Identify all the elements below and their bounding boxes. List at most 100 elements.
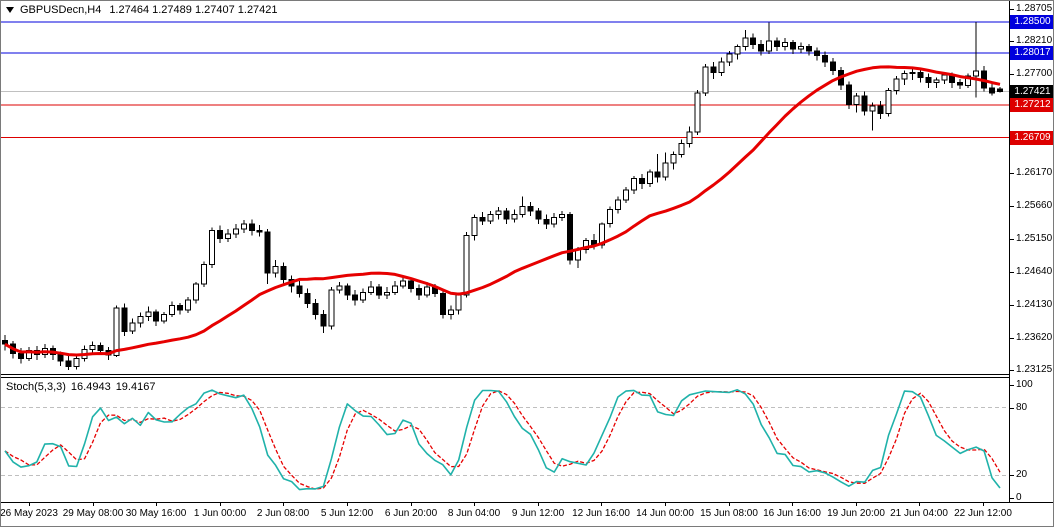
candle	[726, 50, 733, 66]
candle	[487, 210, 494, 224]
candle	[209, 227, 215, 268]
candle	[248, 219, 255, 236]
candle	[145, 306, 152, 321]
candle	[89, 341, 96, 354]
candle	[368, 280, 375, 295]
candle	[455, 292, 462, 315]
moving-average-line	[4, 65, 1001, 357]
candle	[877, 100, 884, 119]
candle	[240, 219, 247, 233]
time-tick-label: 19 Jun 20:00	[827, 508, 885, 519]
candle	[670, 151, 677, 170]
price-tick-mark	[1010, 239, 1014, 240]
price-tick-mark	[1010, 305, 1014, 306]
price-tick-mark	[1010, 173, 1014, 174]
candle	[193, 282, 199, 304]
level-price-badge: 1.26709	[1010, 131, 1053, 145]
candle	[567, 212, 574, 265]
candle	[630, 175, 637, 194]
price-tick-label: 1.25660	[1016, 200, 1053, 211]
price-chart-canvas[interactable]	[1, 3, 1009, 374]
candle	[734, 44, 741, 60]
candle	[463, 232, 470, 298]
candle	[925, 73, 932, 88]
candle	[25, 346, 32, 362]
stochastic-chart-canvas[interactable]	[1, 378, 1009, 501]
symbol-period-label: GBPUSDecn,H4	[20, 4, 102, 16]
time-tick-label: 8 Jun 04:00	[447, 508, 501, 519]
time-tick-label: 12 Jun 16:00	[572, 508, 630, 519]
time-tick-label: 21 Jun 04:00	[890, 508, 948, 519]
time-tick-mark	[983, 503, 984, 506]
candle	[869, 102, 876, 131]
time-tick-mark	[411, 503, 412, 506]
candle	[758, 39, 765, 56]
candle	[654, 153, 661, 183]
candle	[742, 30, 749, 51]
candle	[328, 287, 335, 330]
candle	[957, 78, 964, 90]
candle	[312, 298, 319, 320]
candle	[750, 33, 757, 49]
time-tick-mark	[156, 503, 157, 506]
stoch-tick-mark	[1010, 475, 1014, 476]
time-tick-label: 1 Jun 00:00	[193, 508, 247, 519]
candle	[232, 223, 239, 238]
candle	[901, 70, 908, 86]
level-price-badge: 1.28500	[1010, 15, 1053, 29]
time-tick-mark	[792, 503, 793, 506]
price-tick-mark	[1010, 272, 1014, 273]
stoch-tick-label: 20	[1016, 469, 1028, 480]
symbol-collapse-icon[interactable]	[6, 7, 14, 14]
candle	[121, 303, 128, 336]
candle	[503, 208, 510, 224]
candle	[264, 229, 271, 284]
candle	[806, 43, 812, 56]
price-axis-border	[1009, 1, 1010, 502]
panel-splitter[interactable]	[1, 374, 1009, 378]
time-tick-mark	[919, 503, 920, 506]
time-tick-label: 16 Jun 16:00	[763, 508, 821, 519]
price-axis[interactable]: 1.287051.282101.277001.271901.266801.261…	[1010, 1, 1053, 503]
time-axis-border	[1, 502, 1053, 503]
candle	[973, 21, 980, 98]
time-tick-label: 14 Jun 00:00	[636, 508, 694, 519]
candle	[766, 22, 773, 55]
candle	[917, 69, 924, 83]
candle	[439, 290, 446, 319]
stoch-tick-label: 0	[1016, 492, 1022, 503]
candle	[113, 305, 120, 358]
candle	[177, 302, 184, 315]
time-tick-mark	[856, 503, 857, 506]
candle	[153, 309, 160, 327]
candle	[296, 280, 303, 298]
price-tick-label: 1.23620	[1016, 332, 1053, 343]
candle	[161, 311, 168, 324]
candle	[702, 63, 709, 97]
candle	[256, 225, 263, 237]
candle	[352, 289, 359, 306]
candle	[201, 261, 207, 288]
candle	[376, 284, 383, 299]
candle	[622, 186, 629, 204]
price-tick-label: 1.27700	[1016, 68, 1053, 79]
candle	[646, 169, 653, 187]
candle	[662, 152, 669, 181]
candle	[885, 87, 892, 117]
candle	[415, 284, 422, 301]
candle	[137, 312, 144, 328]
stoch-tick-label: 80	[1016, 402, 1028, 413]
candle	[73, 354, 80, 370]
time-axis[interactable]: 26 May 2023 29 May 08:00 30 May 16:00 1 Jun…	[1, 503, 1053, 526]
candle	[997, 87, 1003, 93]
candle	[479, 212, 486, 226]
time-tick-label: 6 Jun 20:00	[384, 508, 438, 519]
candle	[519, 196, 526, 218]
candle	[845, 81, 852, 110]
candle	[65, 355, 72, 371]
candle	[782, 38, 789, 51]
candle	[2, 335, 8, 351]
chart-title: GBPUSDecn,H4 1.27464 1.27489 1.27407 1.27…	[6, 4, 278, 16]
candle	[185, 297, 192, 314]
time-tick-label: 5 Jun 12:00	[320, 508, 374, 519]
